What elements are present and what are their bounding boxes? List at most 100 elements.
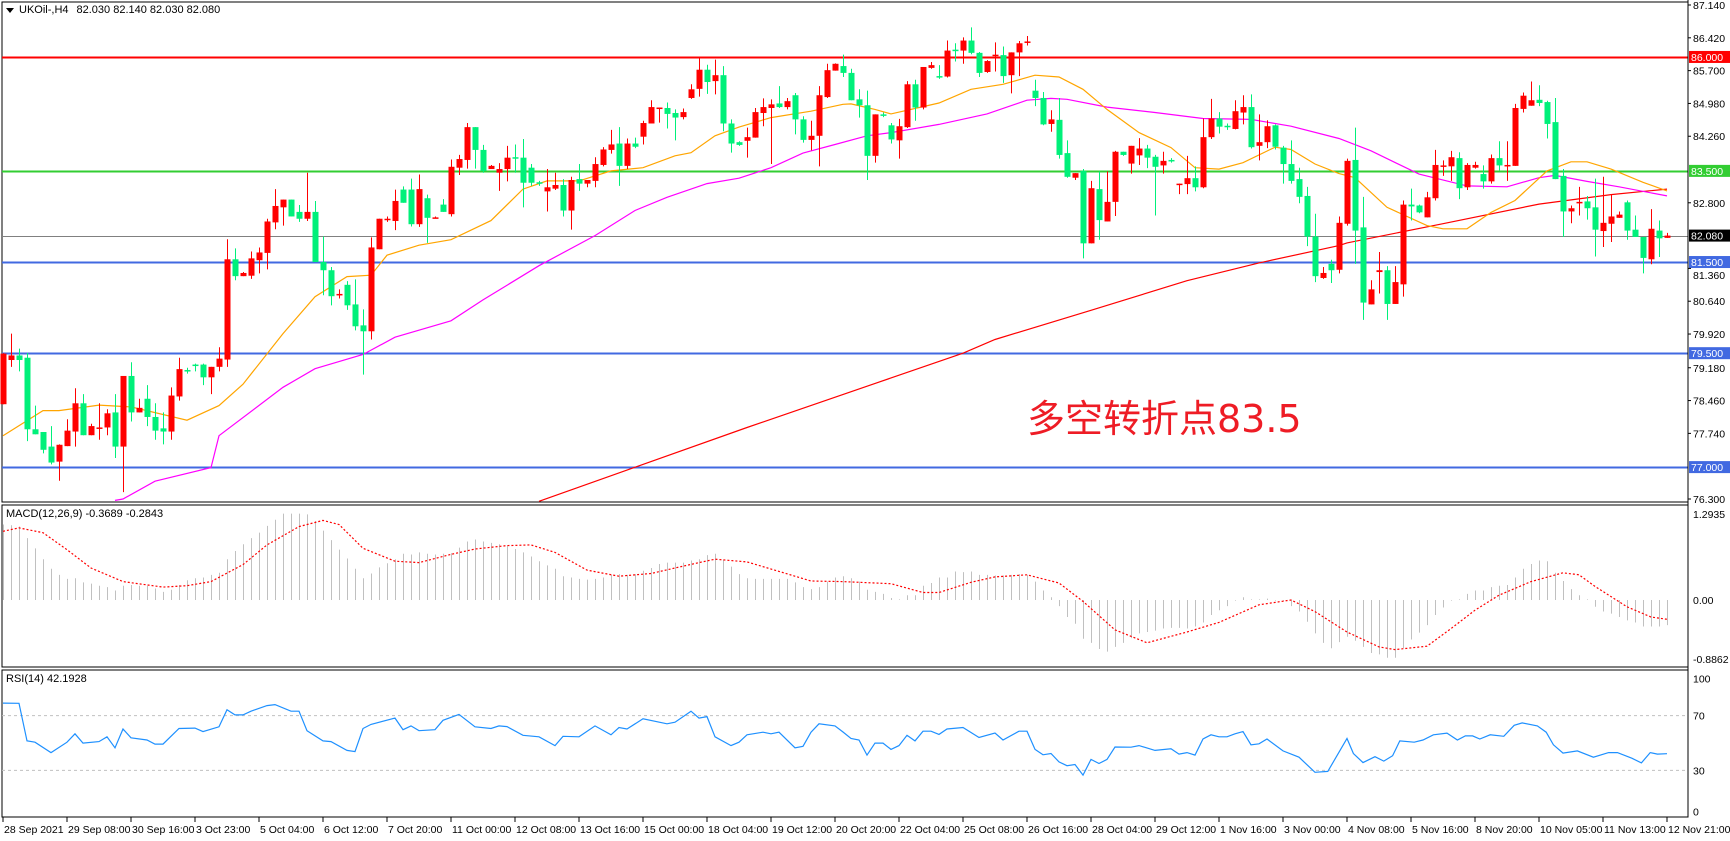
candle-body — [728, 123, 735, 144]
candle — [408, 178, 415, 227]
candle — [696, 57, 703, 97]
price-tick-label: 81.360 — [1693, 270, 1725, 282]
candle-body — [848, 72, 855, 101]
candle — [1488, 154, 1495, 184]
candle-body — [312, 211, 319, 263]
macd-panel[interactable]: MACD(12,26,9) -0.3689 -0.2843 — [1, 504, 1689, 668]
candle — [1440, 160, 1447, 176]
candle-body — [1192, 178, 1199, 188]
macd-axis-label: 0.00 — [1693, 595, 1714, 607]
candle — [688, 84, 695, 99]
candle-body — [832, 63, 839, 71]
time-tick-label: 10 Nov 05:00 — [1540, 824, 1603, 836]
candle — [1160, 151, 1167, 174]
candle-body — [1480, 174, 1487, 182]
candle — [208, 366, 215, 395]
candle — [584, 179, 591, 188]
candle — [1072, 173, 1079, 180]
time-tick-label: 30 Sep 16:00 — [132, 824, 195, 836]
candle-body — [112, 412, 119, 447]
candle-body — [192, 364, 199, 367]
candle — [1056, 97, 1063, 159]
candle — [1464, 163, 1471, 191]
candle — [1248, 94, 1255, 149]
candle — [352, 279, 359, 331]
time-tick-label: 5 Oct 04:00 — [260, 824, 314, 836]
candle-body — [1216, 118, 1223, 127]
level-badge-label: 81.500 — [1691, 257, 1723, 269]
ohlc-values: 82.030 82.140 82.030 82.080 — [77, 4, 221, 16]
candle — [1040, 92, 1047, 126]
candle — [752, 107, 759, 138]
candle — [808, 120, 815, 151]
candle — [1456, 152, 1463, 200]
candle — [1216, 112, 1223, 134]
candle — [400, 186, 407, 203]
price-tick-label: 80.640 — [1693, 296, 1725, 308]
candle — [1568, 205, 1575, 224]
candle-body — [696, 69, 703, 89]
candle — [1080, 169, 1087, 259]
candle — [272, 189, 279, 230]
candle — [912, 79, 919, 121]
candle — [440, 199, 447, 212]
level-badge — [1689, 50, 1730, 63]
candle — [192, 363, 199, 372]
time-tick-label: 8 Nov 20:00 — [1476, 824, 1533, 836]
candle-body — [296, 211, 303, 219]
candle-body — [1104, 201, 1111, 222]
candle-body — [1336, 222, 1343, 270]
candle-body — [128, 375, 135, 413]
candle-body — [488, 165, 495, 170]
candle-body — [176, 369, 183, 397]
time-tick-label: 3 Nov 00:00 — [1284, 824, 1341, 836]
candle-body — [1272, 125, 1279, 147]
candle-body — [1616, 214, 1623, 218]
collapse-triangle-icon[interactable] — [6, 8, 14, 13]
candle — [1520, 92, 1527, 113]
candle-body — [304, 211, 311, 219]
candle — [800, 116, 807, 143]
candle-body — [72, 403, 79, 432]
time-tick-label: 25 Oct 08:00 — [964, 824, 1024, 836]
candle-body — [1488, 158, 1495, 182]
candle — [1392, 266, 1399, 304]
candle-body — [1544, 102, 1551, 124]
candle — [1624, 200, 1631, 240]
candle-body — [800, 119, 807, 140]
candle-body — [1184, 178, 1191, 185]
candle-body — [984, 61, 991, 72]
candle — [896, 118, 903, 159]
candle — [1376, 252, 1383, 294]
candle — [920, 66, 927, 110]
candle — [248, 251, 255, 279]
candle-body — [536, 182, 543, 184]
rsi-title: RSI(14) 42.1928 — [6, 673, 87, 685]
candle — [1240, 95, 1247, 125]
candle — [944, 40, 951, 78]
candle-body — [1416, 205, 1423, 213]
level-badge — [1689, 461, 1730, 474]
candle-body — [1088, 188, 1095, 244]
candle — [632, 137, 639, 149]
price-panel[interactable] — [0, 1, 1689, 503]
candle — [1152, 154, 1159, 216]
candle — [552, 172, 559, 191]
candle — [8, 333, 15, 367]
candle-body — [1472, 164, 1479, 168]
candle-body — [1448, 157, 1455, 167]
level-badge — [1689, 164, 1730, 177]
candle-body — [1552, 122, 1559, 180]
candle — [1616, 211, 1623, 218]
candle-body — [1424, 197, 1431, 218]
price-tick-label: 78.460 — [1693, 396, 1725, 408]
price-tick-label: 86.420 — [1693, 33, 1725, 45]
rsi-line — [2, 702, 1668, 777]
candle-body — [968, 40, 975, 53]
candle-body — [960, 40, 967, 51]
candle — [816, 86, 823, 167]
time-tick-label: 6 Oct 12:00 — [324, 824, 378, 836]
candle — [384, 216, 391, 222]
